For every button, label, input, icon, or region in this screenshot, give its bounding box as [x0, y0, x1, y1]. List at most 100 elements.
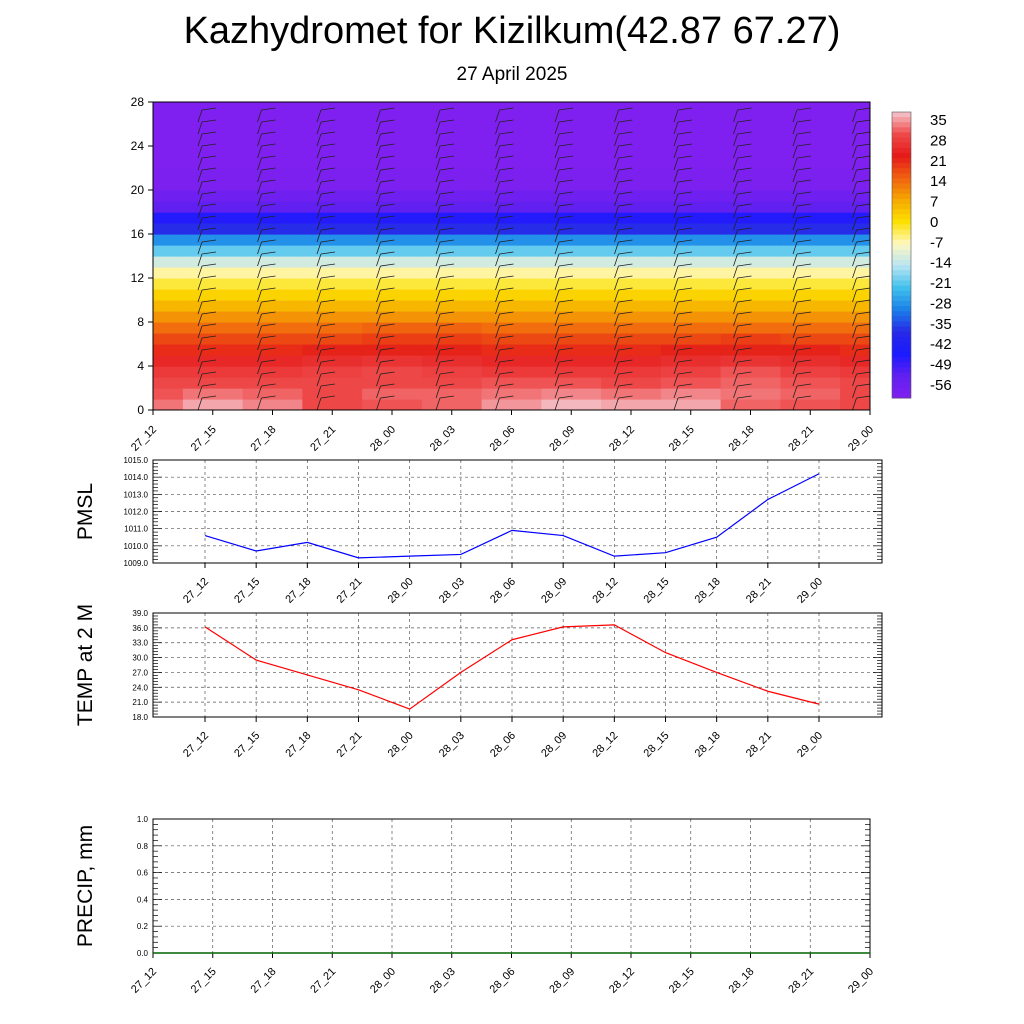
wind-barb — [197, 179, 217, 195]
heatmap-cell — [720, 223, 781, 235]
wind-barb — [495, 311, 514, 327]
wind-barb — [733, 179, 752, 195]
wind-barb — [673, 215, 693, 231]
wind-barb — [257, 227, 276, 243]
wind-barb — [614, 347, 633, 363]
heatmap-cell — [362, 234, 423, 246]
wind-barb — [733, 347, 752, 363]
wind-barb — [614, 107, 633, 123]
heatmap-cell — [780, 212, 841, 224]
heatmap-cell — [182, 399, 244, 410]
wind-barb — [554, 179, 574, 195]
wind-barb — [673, 287, 693, 303]
x-tick-label: 27_21 — [308, 424, 338, 454]
colorbar-segment — [892, 234, 911, 241]
heatmap-cell — [780, 278, 841, 290]
heatmap-cell — [362, 278, 423, 290]
heatmap-cell — [153, 245, 184, 257]
wind-barb — [257, 311, 276, 327]
wind-barb — [673, 107, 693, 123]
x-tick-label: 28_21 — [786, 966, 816, 996]
y-tick-label: 21.0 — [132, 698, 148, 707]
wind-barb — [792, 251, 812, 267]
colorbar-segment — [892, 346, 911, 353]
wind-barb — [673, 311, 693, 327]
wind-barb — [495, 359, 514, 375]
heatmap-cell — [153, 300, 184, 312]
heatmap-cell — [780, 311, 841, 323]
heatmap-cell — [840, 278, 870, 290]
heatmap-cell — [601, 223, 662, 235]
chart-title: Kazhydromet for Kizilkum(42.87 67.27) — [183, 10, 841, 52]
heatmap-cell — [541, 278, 602, 290]
wind-barb — [792, 359, 812, 375]
heatmap-cell — [242, 278, 303, 290]
heatmap-cell — [660, 278, 722, 290]
heatmap-cell — [720, 322, 781, 334]
y-tick-label: 20 — [131, 183, 145, 197]
wind-barb — [197, 215, 217, 231]
heatmap-cell — [720, 300, 781, 312]
heatmap-cell — [302, 388, 363, 400]
heatmap-cell — [780, 245, 841, 257]
pmsl-panel: 1009.0 1010.0 1011.0 1012.0 1013.0 1014.0 1015… — [74, 456, 883, 606]
wind-barb — [316, 347, 336, 363]
wind-barb — [733, 119, 752, 135]
x-tick-label: 28_06 — [488, 576, 518, 606]
wind-barb — [257, 167, 276, 183]
wind-barb — [495, 179, 514, 195]
x-tick-label: 28_03 — [428, 966, 458, 996]
heatmap-cell — [660, 300, 722, 312]
heatmap-cell — [153, 146, 184, 169]
wind-barb — [614, 395, 633, 410]
heatmap-cell — [481, 344, 542, 356]
wind-barb — [852, 299, 870, 315]
heatmap-cell — [541, 212, 602, 224]
heatmap-cell — [302, 234, 363, 246]
wind-barb — [673, 227, 693, 243]
heatmap-cell — [720, 168, 781, 191]
x-tick-label: 27_15 — [232, 576, 262, 606]
heatmap-cell — [780, 267, 841, 279]
wind-barb — [376, 191, 395, 207]
heatmap-cell — [481, 300, 542, 312]
wind-barb — [197, 335, 217, 351]
heatmap-cell — [601, 377, 662, 389]
colorbar-segment — [892, 173, 911, 179]
colorbar-segment — [892, 117, 911, 123]
wind-barb — [614, 287, 633, 303]
heatmap-cell — [302, 344, 363, 356]
heatmap-cell — [660, 289, 722, 301]
heatmap-cell — [153, 256, 184, 268]
y-tick-label: 1010.0 — [124, 542, 149, 551]
heatmap-cell — [601, 322, 662, 334]
wind-barb — [852, 143, 870, 159]
heatmap-cell — [720, 190, 781, 202]
wind-barb — [554, 143, 574, 159]
wind-barb — [852, 383, 870, 399]
wind-barb — [495, 119, 514, 135]
colorbar-label: -56 — [930, 377, 952, 394]
colorbar-segment — [892, 377, 911, 384]
colorbar-segment — [892, 255, 911, 261]
wind-barb — [316, 275, 336, 291]
heatmap-cell — [302, 124, 363, 147]
wind-barb — [376, 119, 395, 135]
wind-barb — [257, 119, 276, 135]
wind-barb — [316, 227, 336, 243]
heatmap-cell — [153, 377, 184, 389]
wind-barb — [257, 299, 276, 315]
heatmap-cell — [242, 388, 303, 400]
y-axis-label: TEMP at 2 M — [74, 604, 97, 726]
wind-barb — [435, 251, 455, 267]
heatmap-cell — [840, 355, 870, 367]
heatmap-cell — [601, 344, 662, 356]
heatmap-cell — [153, 201, 184, 213]
y-tick-label: 1009.0 — [124, 559, 149, 568]
heatmap-cell — [720, 212, 781, 224]
heatmap-cell — [481, 256, 542, 268]
wind-barb — [257, 143, 276, 159]
wind-barb — [495, 299, 514, 315]
heatmap-cell — [242, 124, 303, 147]
wind-barb — [257, 359, 276, 375]
